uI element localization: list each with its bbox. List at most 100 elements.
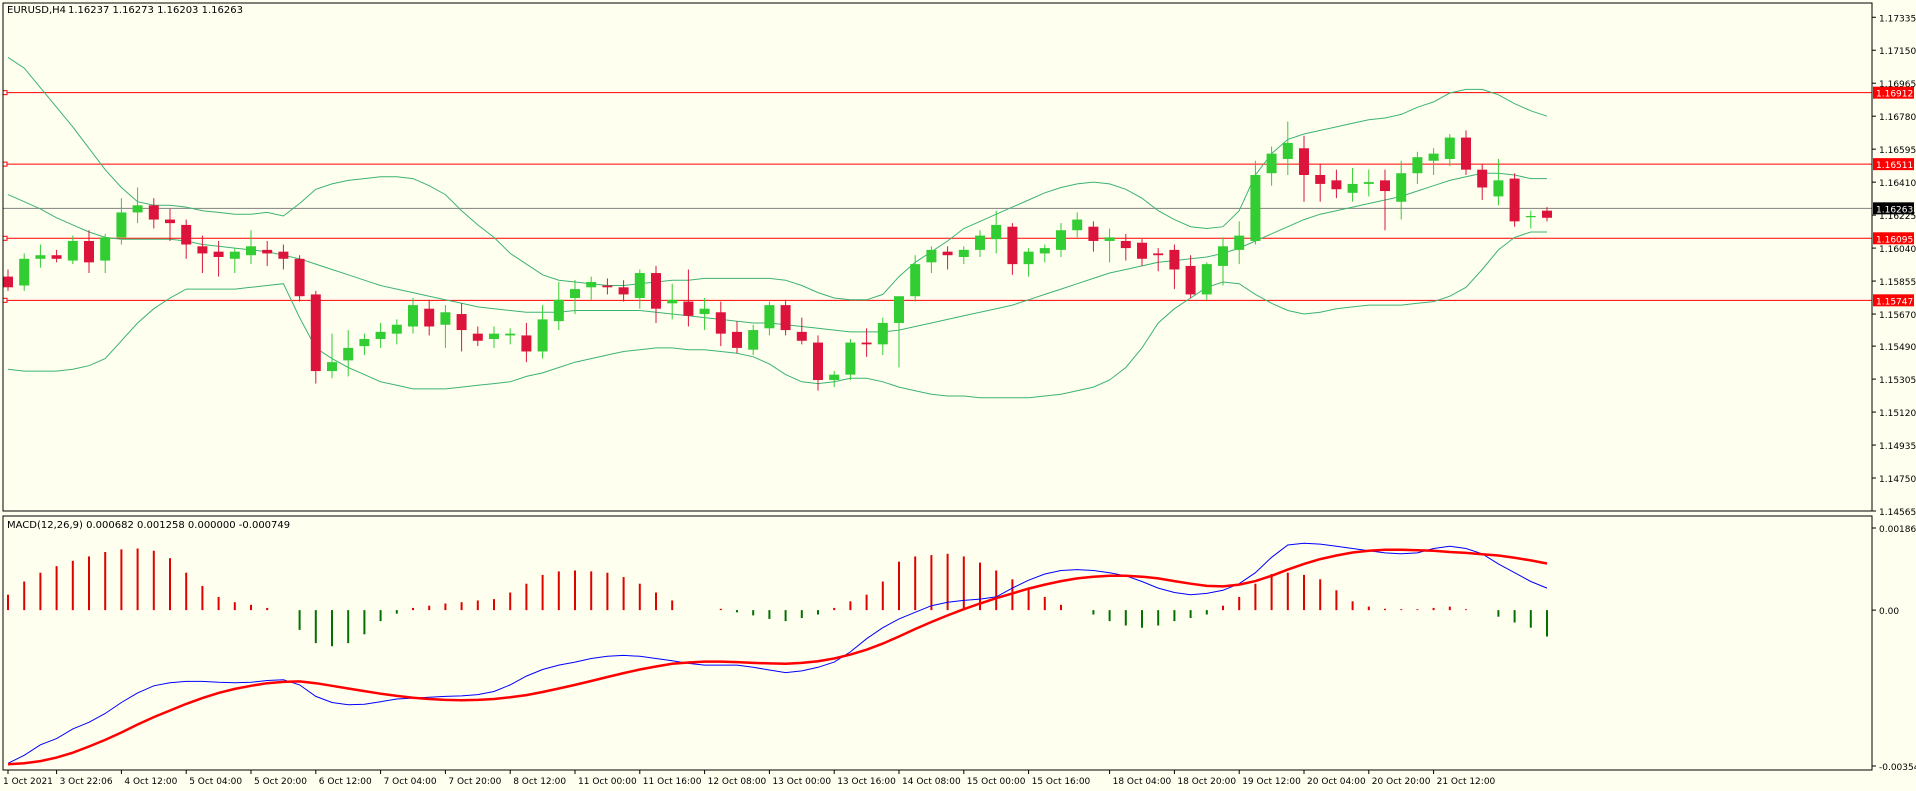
candle	[634, 273, 645, 298]
price-axis-label: 1.16780	[1879, 113, 1916, 123]
time-axis-label: 7 Oct 04:00	[384, 777, 437, 787]
price-axis-label: 1.17335	[1879, 14, 1916, 24]
candle	[586, 281, 597, 288]
level-price-label: 1.16095	[1876, 235, 1913, 245]
level-handle	[2, 161, 8, 167]
candle	[359, 338, 370, 347]
time-axis-label: 5 Oct 04:00	[189, 777, 242, 787]
candle	[1153, 253, 1164, 256]
candle	[1169, 249, 1180, 270]
time-axis-label: 13 Oct 16:00	[837, 777, 896, 787]
price-axis-label: 1.16595	[1879, 146, 1916, 156]
candle	[262, 249, 273, 254]
candle	[699, 308, 710, 315]
candle	[35, 255, 46, 259]
candle	[1396, 173, 1407, 202]
price-title-symbol: EURUSD,H4	[7, 5, 66, 16]
candle	[19, 258, 30, 286]
candle	[1137, 242, 1147, 259]
candle	[148, 205, 159, 220]
time-axis-label: 4 Oct 12:00	[124, 777, 177, 787]
time-axis-label: 7 Oct 20:00	[448, 777, 501, 787]
level-price-tag	[1873, 86, 1914, 99]
candle	[1493, 180, 1504, 197]
candle	[894, 296, 904, 323]
candle	[408, 305, 418, 327]
candle	[1185, 265, 1196, 295]
level-handle	[2, 235, 8, 241]
time-axis-label: 11 Oct 16:00	[643, 777, 702, 787]
candle	[1315, 175, 1326, 184]
candle	[327, 362, 337, 372]
candle	[294, 258, 305, 297]
candle	[1428, 153, 1439, 161]
level-price-label: 1.15747	[1876, 297, 1913, 307]
time-axis-label: 20 Oct 04:00	[1307, 777, 1366, 787]
candle	[1250, 175, 1261, 241]
level-handle	[2, 90, 8, 96]
candle	[926, 249, 937, 263]
bollinger-upper	[7, 56, 1548, 301]
candle	[1201, 264, 1212, 295]
macd-panel[interactable]	[7, 542, 1548, 766]
price-axis-label: 1.17150	[1879, 47, 1916, 57]
level-price-tag	[1873, 232, 1914, 245]
candle	[165, 219, 175, 224]
time-axis-label: 5 Oct 20:00	[254, 777, 307, 787]
candle	[764, 305, 775, 329]
macd-indicator-label: MACD(12,26,9) 0.000682 0.001258 0.000000…	[7, 520, 290, 531]
time-axis-label: 20 Oct 20:00	[1372, 777, 1431, 787]
price-axis-label: 1.15490	[1879, 343, 1916, 353]
candle	[618, 287, 629, 295]
time-axis-label: 18 Oct 20:00	[1177, 777, 1236, 787]
candle	[780, 305, 791, 331]
price-axis-label: 1.16410	[1879, 179, 1916, 189]
candle	[1072, 219, 1083, 231]
macd-axis-label: 0.001866	[1879, 525, 1916, 535]
candle	[505, 333, 516, 336]
candle	[958, 249, 969, 257]
candle	[1218, 246, 1228, 266]
candle	[651, 273, 661, 309]
time-axis-label: 15 Oct 00:00	[967, 777, 1026, 787]
macd-pane-frame	[2, 515, 1873, 771]
candle	[343, 347, 354, 361]
candle	[67, 240, 78, 261]
candle	[375, 331, 386, 339]
candle	[1120, 240, 1131, 249]
time-axis-label: 1 Oct 2021	[3, 777, 53, 787]
price-title-ohlc: 1.16237 1.16273 1.16203 1.16263	[68, 5, 243, 16]
candle	[829, 374, 840, 380]
candle	[991, 224, 1002, 240]
candle	[472, 333, 483, 341]
candle	[1266, 153, 1277, 174]
candle	[942, 251, 953, 256]
candle	[1088, 226, 1099, 241]
candle	[1299, 148, 1309, 176]
price-axis-label: 1.15670	[1879, 311, 1916, 321]
time-axis-label: 18 Oct 04:00	[1113, 777, 1172, 787]
candle	[813, 342, 823, 380]
candle	[229, 251, 240, 259]
candle	[51, 255, 62, 259]
candle	[877, 322, 888, 345]
candle	[1525, 216, 1536, 218]
candle	[1444, 137, 1455, 159]
price-panel[interactable]	[2, 56, 1872, 399]
price-axis-label: 1.14750	[1879, 475, 1916, 485]
candle	[861, 342, 872, 345]
macd-axis-label: -0.003542	[1879, 763, 1916, 773]
time-axis-label: 13 Oct 00:00	[772, 777, 831, 787]
candle	[278, 251, 289, 259]
candle	[1023, 251, 1034, 265]
level-price-label: 1.16912	[1876, 90, 1913, 100]
candle	[1347, 183, 1358, 193]
time-axis-label: 6 Oct 12:00	[319, 777, 372, 787]
candle	[391, 324, 402, 334]
candle	[1039, 248, 1050, 254]
candle	[440, 312, 451, 325]
candle	[1509, 178, 1520, 222]
candle	[100, 237, 111, 261]
